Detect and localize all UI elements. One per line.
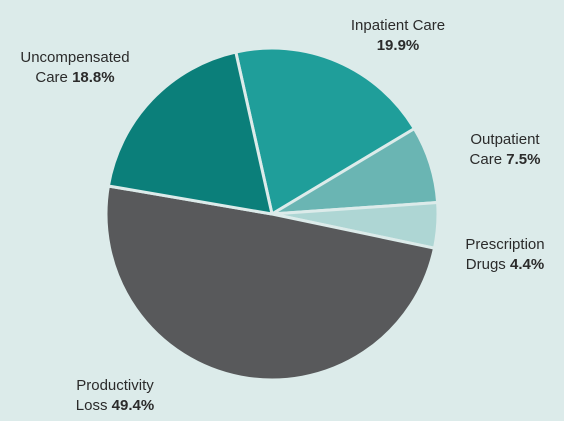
category-label: Outpatient Care bbox=[469, 131, 540, 168]
slice-label: Inpatient Care 19.9% bbox=[338, 16, 458, 56]
category-label: Prescription Drugs bbox=[465, 236, 545, 273]
pie-slice bbox=[106, 50, 274, 216]
pie-slice bbox=[104, 184, 436, 382]
pie-slice bbox=[234, 46, 416, 216]
slice-label: Productivity Loss 49.4% bbox=[63, 376, 168, 416]
category-label: Uncompensated Care bbox=[20, 49, 130, 86]
slice-label: Prescription Drugs 4.4% bbox=[453, 235, 558, 275]
slice-label: Outpatient Care 7.5% bbox=[455, 130, 555, 170]
category-label: Productivity Loss bbox=[75, 377, 154, 414]
value-label: 18.8% bbox=[72, 69, 115, 86]
value-label: 4.4% bbox=[509, 256, 545, 273]
category-label: Inpatient Care bbox=[350, 17, 446, 34]
value-label: 7.5% bbox=[506, 151, 541, 168]
value-label: 19.9% bbox=[376, 37, 420, 54]
slice-label: Uncompensated Care 18.8% bbox=[10, 48, 140, 88]
value-label: 49.4% bbox=[111, 397, 155, 414]
